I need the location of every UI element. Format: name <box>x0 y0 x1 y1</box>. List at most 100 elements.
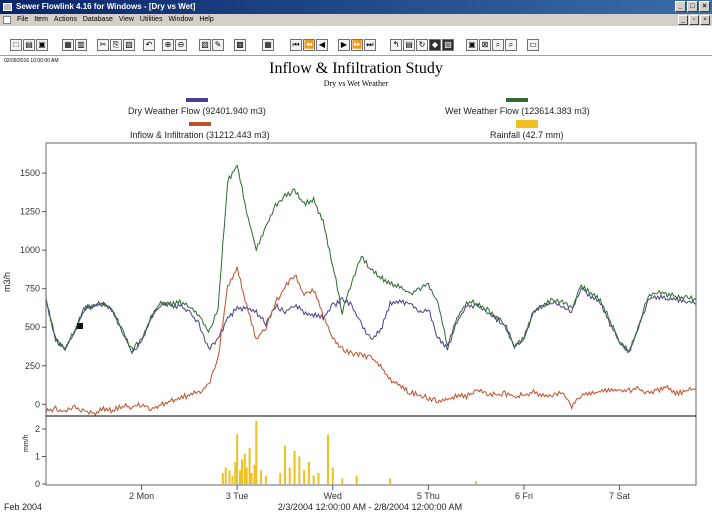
preview-button[interactable]: ▥ <box>75 39 87 51</box>
menu-utilities[interactable]: Utilities <box>139 16 163 23</box>
rain-axis-label: mm/h <box>23 434 30 452</box>
legend-label: Rainfall (42.7 mm) <box>490 130 564 140</box>
plot-frame <box>45 142 697 486</box>
rainfall-bar <box>307 462 310 484</box>
menu-help[interactable]: Help <box>199 16 214 23</box>
tool-j-button[interactable]: ▭ <box>527 39 539 51</box>
open-button[interactable]: ▤ <box>23 39 35 51</box>
window-title: Sewer Flowlink 4.16 for Windows - [Dry v… <box>16 2 196 11</box>
rain-tick-label: 0 <box>35 479 40 489</box>
legend-swatch-inflow <box>188 122 211 126</box>
props-button[interactable]: ▩ <box>234 39 246 51</box>
report-timestamp: 02/09/2016 10:00:00 AM <box>4 58 59 64</box>
doc-restore-icon[interactable]: ▫ <box>689 15 699 25</box>
tool-f-button[interactable]: ▣ <box>466 39 478 51</box>
y-tick-label: 1500 <box>20 168 40 178</box>
tool-d-button[interactable]: ◆ <box>429 39 441 51</box>
undo-button[interactable]: ↶ <box>143 39 155 51</box>
legend-swatch-dry <box>185 98 208 102</box>
rainfall-bar <box>253 464 256 484</box>
rainfall-bar <box>283 445 286 484</box>
rainfall-bar <box>288 467 291 484</box>
menu-database[interactable]: Database <box>82 16 113 23</box>
new-button[interactable]: □ <box>10 39 22 51</box>
y-tick-label: 750 <box>25 284 40 294</box>
prev-button[interactable]: ◀ <box>316 39 328 51</box>
x-tick-label: 5 Thu <box>417 491 440 501</box>
rainfall-bar <box>248 448 251 484</box>
doc-close-icon[interactable]: × <box>700 15 710 25</box>
rainfall-bar <box>341 478 344 484</box>
rainfall-bar <box>264 475 267 484</box>
rain-axis: 0 1 2 <box>35 424 46 489</box>
menu-view[interactable]: View <box>118 16 134 23</box>
tool-g-button[interactable]: ⊠ <box>479 39 491 51</box>
tool-c-button[interactable]: ↻ <box>416 39 428 51</box>
doc-minimize-icon[interactable]: _ <box>678 15 688 25</box>
x-tick-label: 6 Fri <box>515 491 533 501</box>
zoom-in-button[interactable]: ⊕ <box>162 39 174 51</box>
maximize-icon[interactable]: □ <box>687 1 698 12</box>
menu-bar: File Item Actions Database View Utilitie… <box>0 14 712 26</box>
rainfall-bar <box>245 467 248 484</box>
rainfall-bar <box>221 473 224 484</box>
document-icon[interactable] <box>3 16 11 24</box>
next-button[interactable]: ▶ <box>338 39 350 51</box>
y-axis: 0 250 500 750 1000 1250 1500 <box>20 168 46 409</box>
next-page-button[interactable]: ⏩ <box>351 39 363 51</box>
y-axis-label: m3/h <box>2 272 12 292</box>
cursor-marker[interactable] <box>77 323 83 329</box>
print-button[interactable]: ▦ <box>62 39 74 51</box>
rainfall-bar <box>243 453 246 484</box>
rainfall-bar <box>228 470 231 484</box>
tool-h-button[interactable]: ⌕ <box>492 39 504 51</box>
menu-window[interactable]: Window <box>168 16 194 23</box>
last-button[interactable]: ⏭ <box>364 39 376 51</box>
tool-b-button[interactable]: ▤ <box>403 39 415 51</box>
edit-button[interactable]: ✎ <box>212 39 224 51</box>
prev-page-button[interactable]: ⏪ <box>303 39 315 51</box>
legend-swatch-wet <box>506 98 529 102</box>
rainfall-bar <box>231 475 234 484</box>
minimize-icon[interactable]: _ <box>675 1 686 12</box>
first-button[interactable]: ⏮ <box>290 39 302 51</box>
close-icon[interactable]: × <box>699 1 710 12</box>
zoom-out-button[interactable]: ⊖ <box>175 39 187 51</box>
copy-button[interactable]: ⎘ <box>110 39 122 51</box>
menu-item[interactable]: Item <box>34 16 48 23</box>
y-tick-label: 0 <box>35 399 40 409</box>
table-button[interactable]: ▦ <box>262 39 274 51</box>
month-label: Feb 2004 <box>4 502 42 512</box>
rainfall-bar <box>312 475 315 484</box>
app-icon <box>3 3 12 11</box>
y-tick-label: 1250 <box>20 207 40 217</box>
legend-rainfall: Rainfall (42.7 mm) <box>490 120 564 140</box>
series-line-0 <box>45 287 697 355</box>
rainfall-bar <box>260 470 263 484</box>
save-button[interactable]: ▣ <box>36 39 48 51</box>
date-range-label: 2/3/2004 12:00:00 AM - 2/8/2004 12:00:00… <box>278 502 462 512</box>
x-tick-label: 7 Sat <box>609 491 631 501</box>
tool-e-button[interactable]: ▧ <box>442 39 454 51</box>
legend-wet-weather: Wet Weather Flow (123614.383 m3) <box>445 98 590 116</box>
rainfall-bar <box>298 456 301 484</box>
rain-tick-label: 1 <box>35 452 40 462</box>
cut-button[interactable]: ✂ <box>97 39 109 51</box>
menu-actions[interactable]: Actions <box>53 16 77 23</box>
tool-i-button[interactable]: ⌕ <box>505 39 517 51</box>
series-line-2 <box>45 266 697 416</box>
rainfall-bars <box>221 420 478 484</box>
x-tick-label: Wed <box>324 491 342 501</box>
y-tick-label: 1000 <box>20 245 40 255</box>
paste-button[interactable]: ▧ <box>123 39 135 51</box>
rainfall-bar <box>255 420 258 484</box>
rain-tick-label: 2 <box>35 424 40 434</box>
rainfall-bar <box>475 481 478 484</box>
menu-file[interactable]: File <box>17 16 29 23</box>
export-button[interactable]: ▨ <box>199 39 211 51</box>
tool-a-button[interactable]: ↰ <box>390 39 402 51</box>
rainfall-bar <box>303 470 306 484</box>
series-line-1 <box>45 164 697 353</box>
window-titlebar: Sewer Flowlink 4.16 for Windows - [Dry v… <box>0 0 712 14</box>
